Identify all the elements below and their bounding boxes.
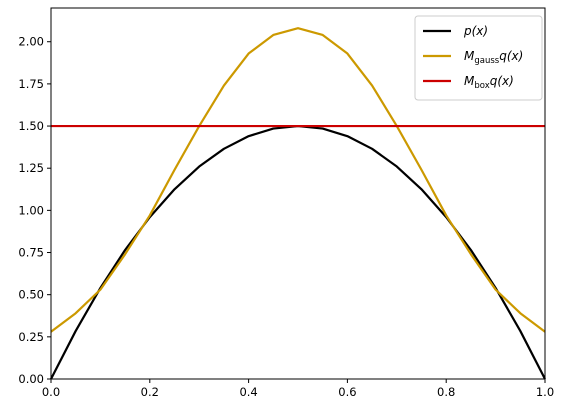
y-tick-label: 1.25 <box>18 161 44 175</box>
y-tick-label: 0.75 <box>18 246 44 260</box>
legend-label-2: Mboxq(x) <box>464 74 514 91</box>
axes-layer: 0.0 0.2 0.4 0.6 0.8 1.0 0.00 0.25 0.50 0.75 1.00 1.… <box>18 7 554 399</box>
x-tick-label: 0.6 <box>338 385 356 399</box>
axes-frame <box>50 7 546 380</box>
legend-label-tail: q(x) <box>490 74 514 88</box>
y-tick-label: 2.00 <box>18 35 44 49</box>
series-layer <box>50 27 546 380</box>
legend-label-0: p(x) <box>463 24 488 38</box>
legend-label-subscript: gauss <box>474 56 499 66</box>
x-tick-label: 0.8 <box>437 385 455 399</box>
x-tick-label: 0.0 <box>42 385 60 399</box>
x-tick-label: 1.0 <box>536 385 554 399</box>
y-tick-label: 1.75 <box>18 77 44 91</box>
y-tick-label: 0.25 <box>18 330 44 344</box>
legend-label-main: M <box>464 74 475 88</box>
y-tick-label: 1.00 <box>18 203 44 217</box>
x-tick-label: 0.2 <box>141 385 159 399</box>
series-line-1 <box>50 27 546 333</box>
legend-label-tail: q(x) <box>499 49 523 63</box>
x-tick-label: 0.4 <box>239 385 257 399</box>
legend-label-main: M <box>464 49 475 63</box>
legend-label-main: p(x) <box>463 24 488 38</box>
legend-label-1: Mgaussq(x) <box>464 49 523 66</box>
y-tick-label: 0.00 <box>18 372 44 386</box>
legend-label-subscript: box <box>474 81 489 91</box>
legend-box <box>414 15 543 101</box>
y-tick-label: 0.50 <box>18 288 44 302</box>
y-tick-label: 1.50 <box>18 119 44 133</box>
legend: p(x)Mgaussq(x)Mboxq(x) <box>414 15 543 101</box>
